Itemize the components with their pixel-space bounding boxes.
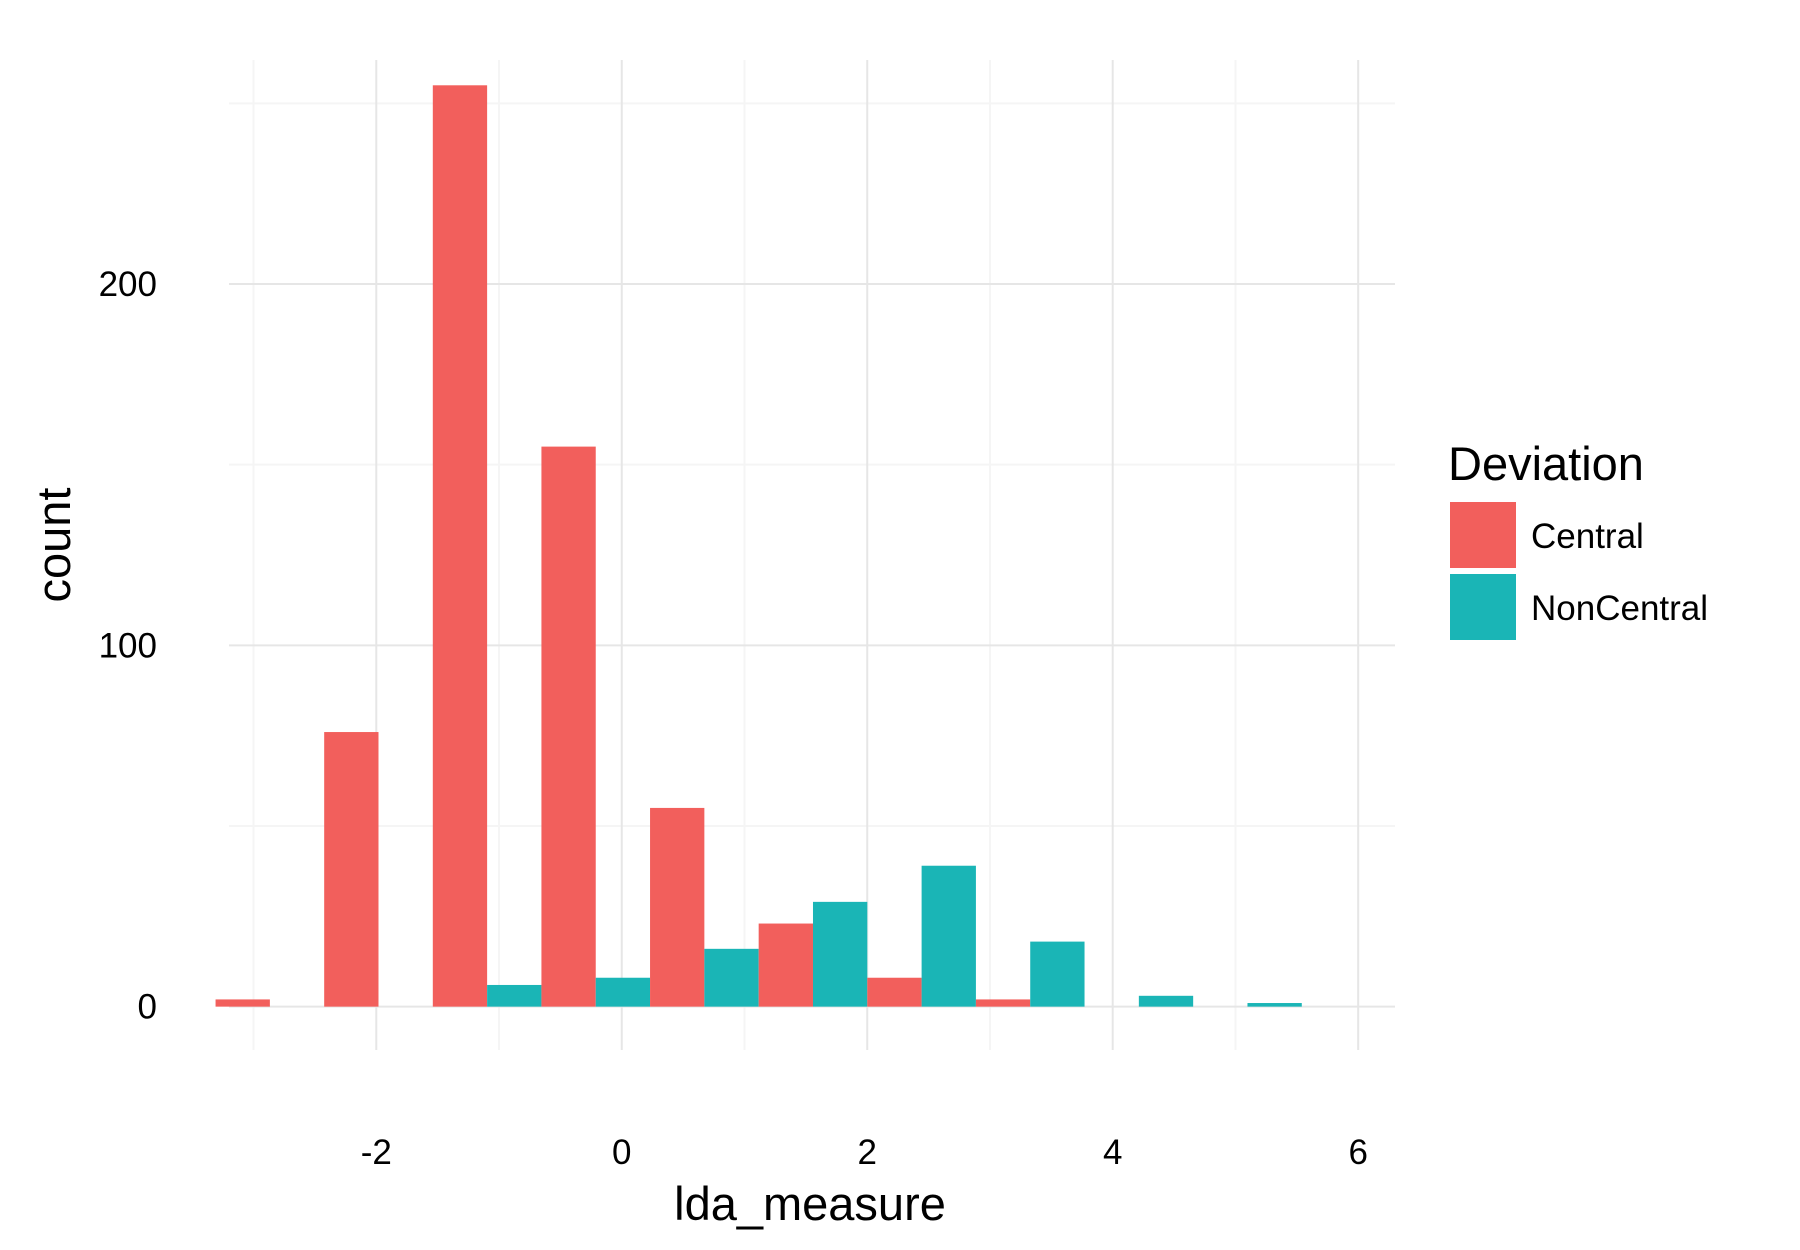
grid-lines xyxy=(229,60,1395,1050)
legend-label: Central xyxy=(1531,517,1644,556)
tick-labels: 0 100 200 -2 0 2 4 6 xyxy=(99,265,1368,1172)
bar-noncentral xyxy=(812,901,868,1007)
legend: Deviation Central NonCentral xyxy=(1448,437,1708,640)
x-tick-label: 2 xyxy=(857,1133,876,1172)
x-axis-title: lda_measure xyxy=(674,1177,946,1230)
bar-central xyxy=(867,977,922,1007)
bar-central xyxy=(324,732,379,1007)
bar-noncentral xyxy=(1247,1003,1302,1007)
y-tick-label: 0 xyxy=(138,988,157,1027)
legend-key-central xyxy=(1450,502,1516,568)
legend-key-noncentral xyxy=(1450,574,1516,640)
y-axis-title: count xyxy=(27,488,80,603)
x-tick-label: -2 xyxy=(361,1133,392,1172)
y-tick-label: 200 xyxy=(99,265,157,304)
bar-central xyxy=(975,999,1031,1007)
bar-central xyxy=(758,923,813,1007)
legend-label: NonCentral xyxy=(1531,589,1708,628)
bar-noncentral xyxy=(1030,941,1085,1007)
bar-central xyxy=(541,446,596,1007)
bar-central xyxy=(432,85,488,1007)
bar-central xyxy=(650,807,705,1007)
x-tick-label: 4 xyxy=(1103,1133,1122,1172)
legend-title: Deviation xyxy=(1448,437,1644,490)
bar-noncentral xyxy=(487,984,542,1007)
bar-noncentral xyxy=(704,948,759,1007)
bar-noncentral xyxy=(921,865,976,1007)
bars xyxy=(215,85,1302,1007)
bar-noncentral xyxy=(595,977,651,1007)
bar-central xyxy=(215,999,270,1007)
x-tick-label: 0 xyxy=(612,1133,631,1172)
bar-noncentral xyxy=(1138,995,1194,1007)
y-tick-label: 100 xyxy=(99,626,157,665)
legend-items: Central NonCentral xyxy=(1450,502,1708,640)
x-tick-label: 6 xyxy=(1348,1133,1367,1172)
